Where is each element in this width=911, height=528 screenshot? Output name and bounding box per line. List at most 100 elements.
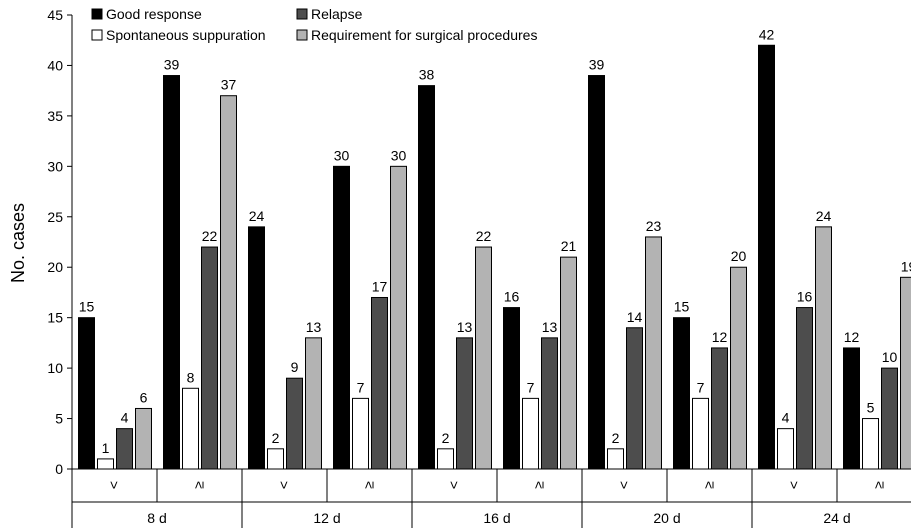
- bar: [267, 448, 284, 470]
- data-label: 5: [867, 400, 875, 416]
- data-label: 13: [542, 319, 558, 335]
- bar: [588, 75, 605, 470]
- bar: [560, 256, 577, 470]
- y-tick-label: 25: [47, 209, 63, 225]
- bar: [522, 397, 539, 470]
- bar: [475, 246, 492, 470]
- y-tick-label: 40: [47, 57, 63, 73]
- x-subgroup-label: <: [106, 481, 122, 489]
- bar: [503, 307, 520, 470]
- data-label: 12: [712, 329, 728, 345]
- legend-label: Spontaneous suppuration: [106, 27, 266, 43]
- data-label: 4: [782, 410, 790, 426]
- bar: [163, 75, 180, 470]
- bar: [333, 165, 350, 470]
- bar: [900, 276, 911, 470]
- data-label: 24: [249, 208, 265, 224]
- bar: [286, 377, 303, 470]
- bars: [78, 44, 911, 470]
- bar: [456, 337, 473, 470]
- data-label: 14: [627, 309, 643, 325]
- bar: [201, 246, 218, 470]
- bar: [711, 347, 728, 470]
- data-label: 15: [79, 299, 95, 315]
- data-label: 7: [697, 379, 705, 395]
- data-label: 39: [589, 57, 605, 73]
- bar: [692, 397, 709, 470]
- y-tick-label: 30: [47, 158, 63, 174]
- x-subgroup-label: <: [446, 481, 462, 489]
- bar: [418, 85, 435, 470]
- data-label: 7: [357, 379, 365, 395]
- data-label: 2: [442, 430, 450, 446]
- bar: [730, 266, 747, 470]
- data-label: 20: [731, 248, 747, 264]
- bar: [881, 367, 898, 470]
- data-label: 9: [291, 359, 299, 375]
- bar: [182, 387, 199, 470]
- data-label: 8: [187, 369, 195, 385]
- data-label: 22: [476, 228, 492, 244]
- data-label: 15: [674, 299, 690, 315]
- x-subgroup-label: ≥: [361, 481, 377, 489]
- data-label: 24: [816, 208, 832, 224]
- data-label: 13: [457, 319, 473, 335]
- x-subgroup-label: ≥: [191, 481, 207, 489]
- bar: [607, 448, 624, 470]
- data-label: 1: [102, 440, 110, 456]
- data-label: 10: [882, 349, 898, 365]
- bar: [390, 165, 407, 470]
- data-label: 6: [140, 389, 148, 405]
- bar: [352, 397, 369, 470]
- x-group-label: 8 d: [147, 510, 166, 526]
- data-label: 30: [334, 147, 350, 163]
- data-label: 23: [646, 218, 662, 234]
- bar: [78, 317, 95, 470]
- bar: [248, 226, 265, 470]
- data-label: 7: [527, 379, 535, 395]
- data-label: 16: [504, 289, 520, 305]
- bar: [843, 347, 860, 470]
- bar: [673, 317, 690, 470]
- x-group-label: 24 d: [823, 510, 850, 526]
- x-subgroup-label: <: [786, 481, 802, 489]
- bar: [305, 337, 322, 470]
- x-subgroup-label: <: [616, 481, 632, 489]
- bar: [758, 44, 775, 470]
- y-axis-label: No. cases: [8, 203, 28, 283]
- bar: [862, 418, 879, 470]
- data-label: 19: [901, 258, 911, 274]
- bar: [777, 428, 794, 470]
- data-label: 17: [372, 278, 388, 294]
- bar: [135, 407, 152, 470]
- legend-swatch: [91, 29, 103, 41]
- y-tick-label: 10: [47, 360, 63, 376]
- legend-label: Relapse: [311, 6, 363, 22]
- legend-label: Good response: [106, 6, 202, 22]
- y-tick-label: 15: [47, 310, 63, 326]
- legend-swatch: [296, 8, 308, 20]
- data-label: 13: [306, 319, 322, 335]
- y-tick-label: 35: [47, 108, 63, 124]
- x-subgroup-label: ≥: [871, 481, 887, 489]
- data-label: 39: [164, 57, 180, 73]
- bar: [97, 458, 114, 470]
- x-group-label: 12 d: [313, 510, 340, 526]
- bar: [645, 236, 662, 470]
- data-label: 42: [759, 26, 775, 42]
- data-label: 4: [121, 410, 129, 426]
- bar: [796, 307, 813, 470]
- x-subgroup-label: ≥: [531, 481, 547, 489]
- x-subgroup-label: ≥: [701, 481, 717, 489]
- legend-label: Requirement for surgical procedures: [311, 27, 537, 43]
- x-group-label: 16 d: [483, 510, 510, 526]
- data-label: 16: [797, 289, 813, 305]
- data-label: 21: [561, 238, 577, 254]
- bar: [815, 226, 832, 470]
- data-label: 37: [221, 77, 237, 93]
- bar: [220, 95, 237, 470]
- y-tick-label: 0: [55, 461, 63, 477]
- data-label: 12: [844, 329, 860, 345]
